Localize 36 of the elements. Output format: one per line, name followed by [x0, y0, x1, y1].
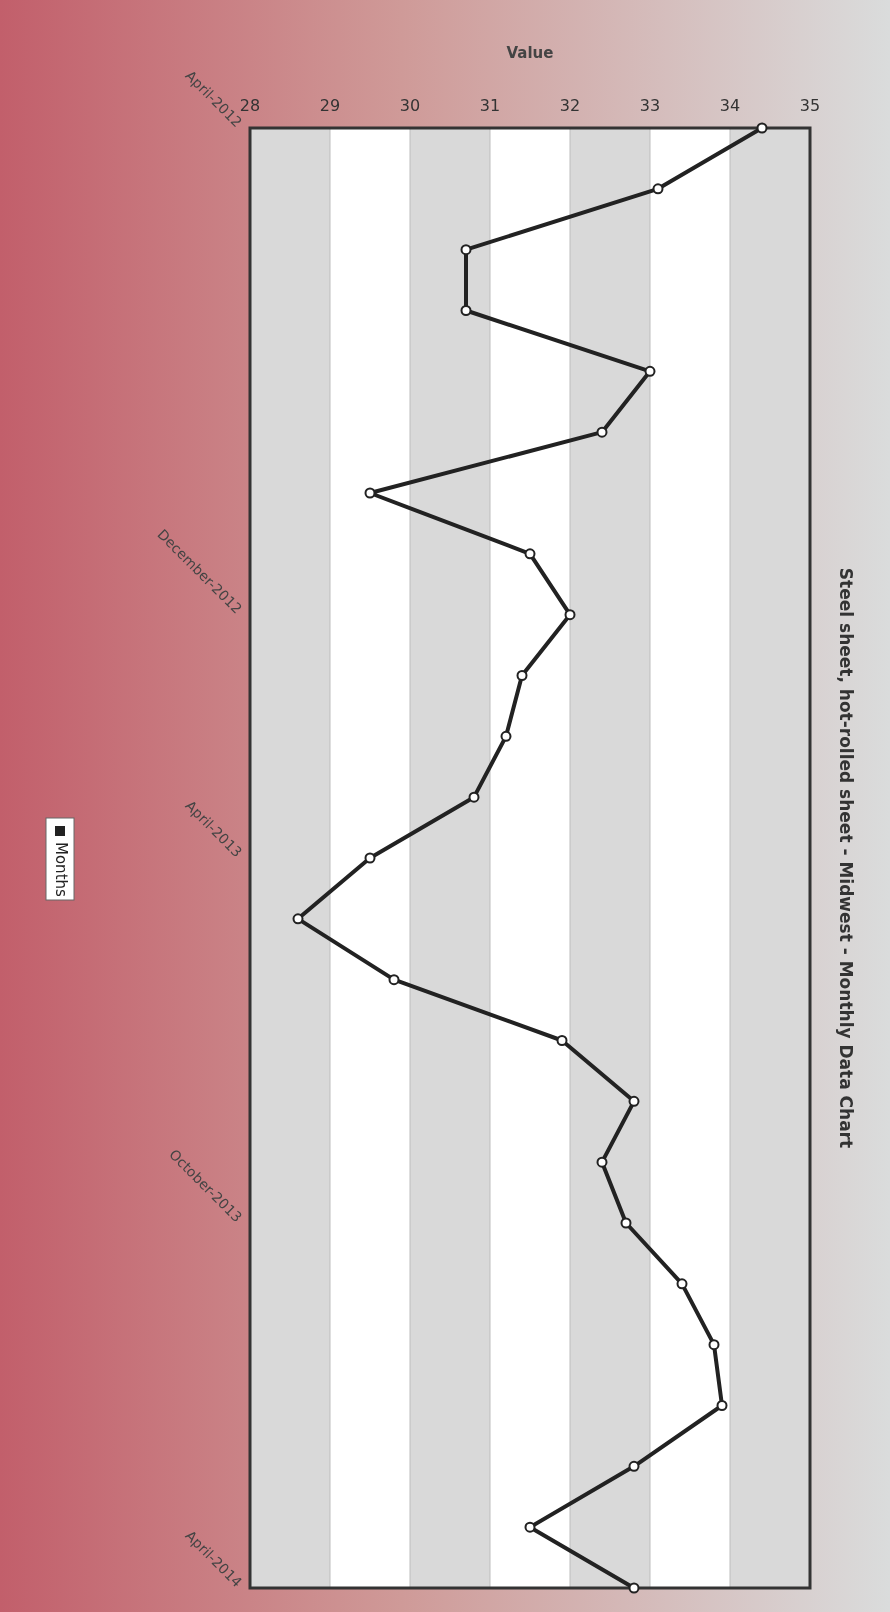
point — [468, 791, 480, 803]
text: Steel sheet, hot-rolled sheet - Midwest - Monthly Data Chart — [836, 567, 856, 1149]
point — [364, 852, 376, 864]
point — [716, 1400, 728, 1411]
point — [556, 1035, 568, 1046]
point — [364, 487, 376, 499]
x-tick-label: 32 — [559, 95, 581, 115]
point — [524, 1521, 536, 1533]
x-tick-label: 28 — [239, 95, 261, 115]
point — [292, 913, 304, 925]
point — [388, 974, 400, 986]
point — [524, 548, 536, 560]
point — [596, 1156, 608, 1168]
x-tick-label: 34 — [719, 95, 741, 115]
point — [708, 1339, 720, 1351]
point — [516, 670, 528, 681]
x-tick-label: 35 — [799, 95, 821, 115]
point — [628, 1582, 640, 1594]
point — [628, 1460, 640, 1472]
x-tick-label: 31 — [479, 95, 501, 115]
point — [756, 122, 768, 134]
point — [564, 609, 576, 621]
point — [596, 426, 608, 438]
x-axis-title: Value — [506, 44, 554, 62]
x-tick-label: 33 — [639, 95, 661, 115]
point — [676, 1278, 688, 1290]
point — [460, 244, 472, 256]
legend-label: Months — [51, 842, 70, 898]
point — [620, 1217, 632, 1229]
point — [652, 183, 664, 195]
x-tick-label: 30 — [399, 95, 421, 115]
point — [644, 365, 656, 377]
point — [460, 305, 472, 316]
point — [628, 1095, 640, 1107]
point — [500, 730, 512, 742]
x-tick-label: 29 — [319, 95, 341, 115]
